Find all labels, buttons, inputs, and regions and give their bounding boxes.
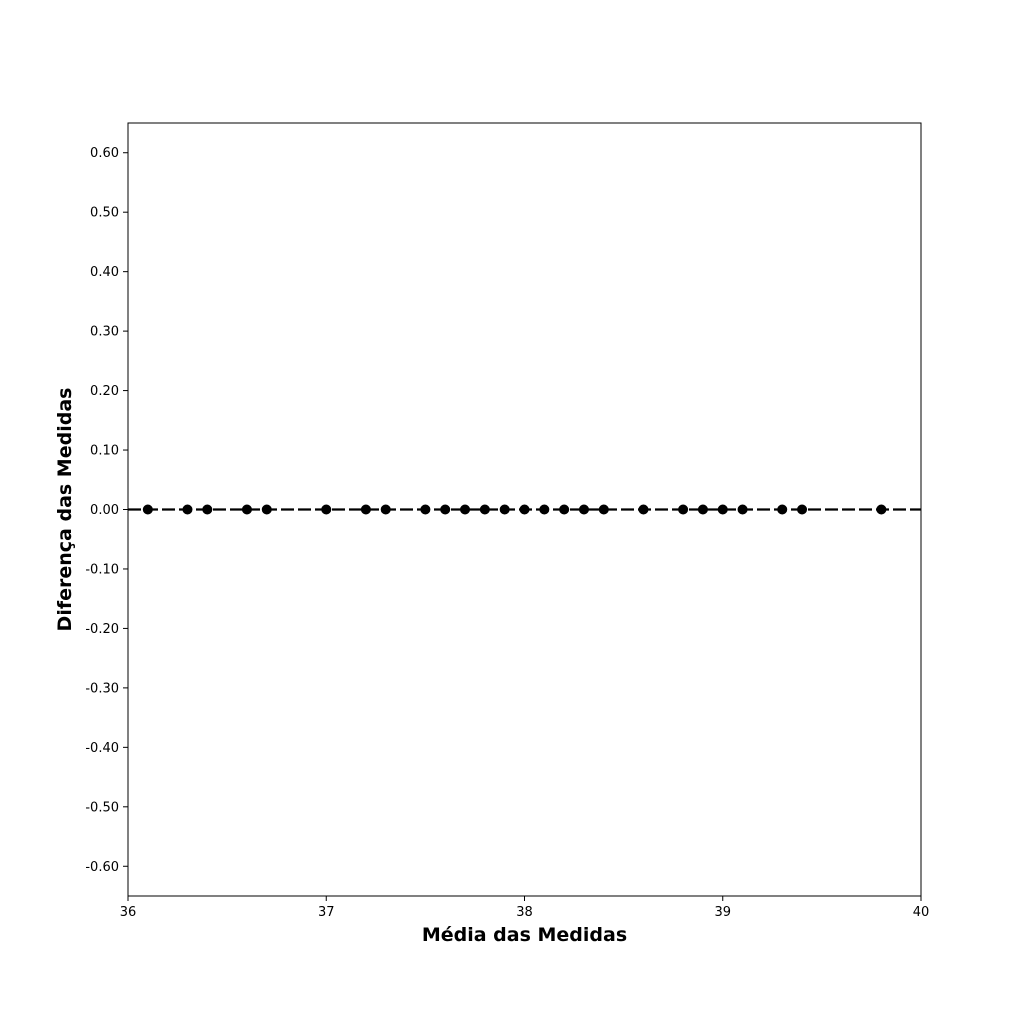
data-point-10 (460, 504, 471, 515)
y-axis-label: Diferença das Medidas (54, 388, 76, 632)
points-layer (142, 504, 887, 515)
data-point-9 (440, 504, 451, 515)
data-point-19 (678, 504, 689, 515)
data-point-25 (876, 504, 887, 515)
data-point-6 (360, 504, 371, 515)
data-point-17 (598, 504, 609, 515)
y-tick-label: 0.00 (90, 503, 119, 518)
x-axis-ticks: 36 37 38 39 40 (120, 896, 930, 920)
data-point-5 (321, 504, 332, 515)
data-point-12 (499, 504, 510, 515)
data-point-11 (479, 504, 490, 515)
x-tick-label: 36 (120, 905, 137, 920)
data-point-0 (142, 504, 153, 515)
data-point-7 (380, 504, 391, 515)
x-axis-label: Média das Medidas (422, 924, 627, 946)
y-tick-label: 0.60 (90, 146, 119, 161)
data-point-3 (241, 504, 252, 515)
data-point-23 (777, 504, 788, 515)
data-point-8 (420, 504, 431, 515)
data-point-15 (559, 504, 570, 515)
data-point-21 (717, 504, 728, 515)
y-tick-label: -0.20 (85, 622, 119, 637)
data-point-24 (797, 504, 808, 515)
x-tick-label: 39 (714, 905, 731, 920)
y-tick-label: 0.10 (90, 444, 119, 459)
y-tick-label: 0.50 (90, 206, 119, 221)
data-point-4 (261, 504, 272, 515)
y-tick-label: -0.50 (85, 800, 119, 815)
data-point-13 (519, 504, 530, 515)
data-point-18 (638, 504, 649, 515)
y-tick-label: -0.60 (85, 860, 119, 875)
y-tick-label: -0.40 (85, 741, 119, 756)
x-tick-label: 37 (318, 905, 335, 920)
y-tick-label: 0.30 (90, 325, 119, 340)
y-tick-label: -0.10 (85, 562, 119, 577)
data-point-16 (578, 504, 589, 515)
y-tick-label: 0.20 (90, 384, 119, 399)
x-tick-label: 40 (913, 905, 930, 920)
data-point-14 (539, 504, 550, 515)
data-point-20 (697, 504, 708, 515)
data-point-22 (737, 504, 748, 515)
data-point-2 (202, 504, 213, 515)
y-axis-ticks: 0.60 0.50 0.40 0.30 0.20 0.10 0.00 -0.10 -0.20 -0… (85, 146, 128, 875)
x-tick-label: 38 (516, 905, 533, 920)
data-point-1 (182, 504, 193, 515)
y-tick-label: 0.40 (90, 265, 119, 280)
y-tick-label: -0.30 (85, 681, 119, 696)
